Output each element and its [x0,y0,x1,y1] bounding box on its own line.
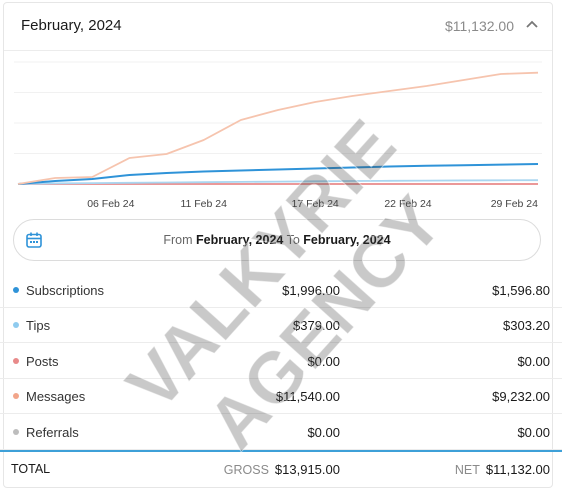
date-range-picker[interactable]: From February, 2024 To February, 2024 [13,219,541,261]
x-tick-label: 17 Feb 24 [291,198,338,210]
total-label: TOTAL [11,462,51,476]
total-net: NET $11,132.00 [455,462,550,477]
from-value: February, 2024 [196,233,284,247]
date-range-text: From February, 2024 To February, 2024 [14,233,540,247]
to-value: February, 2024 [303,233,391,247]
earnings-chart: 06 Feb 24 11 Feb 24 17 Feb 24 22 Feb 24 29 F… [14,58,542,213]
header-divider [4,50,552,51]
row-net: $0.00 [517,354,550,369]
row-gross: $379.00 [293,318,340,333]
row-referrals: Referrals $0.00 $0.00 [0,414,562,450]
series-dot [13,287,19,293]
series-line [17,71,539,185]
row-net: $0.00 [517,425,550,440]
earnings-chart-svg: 06 Feb 24 11 Feb 24 17 Feb 24 22 Feb 24 29 F… [14,61,542,210]
net-label: NET [454,463,480,477]
row-net: $303.20 [503,318,550,333]
gross-label: GROSS [223,463,269,477]
series-dot [13,322,19,328]
period-total: $11,132.00 [444,18,514,34]
row-name: Tips [26,318,51,333]
row-gross: $0.00 [307,425,340,440]
row-gross: $11,540.00 [275,389,340,404]
x-tick-label: 22 Feb 24 [384,198,431,210]
earnings-card: February, 2024 $11,132.00 [3,2,553,488]
row-messages: Messages $11,540.00 $9,232.00 [0,378,562,414]
chevron-up-icon[interactable] [524,16,540,32]
total-row: TOTAL GROSS $13,915.00 NET $11,132.00 [0,450,562,484]
card-header[interactable]: February, 2024 $11,132.00 [4,3,552,49]
row-net: $1,596.80 [492,283,550,298]
row-gross: $1,996.00 [282,283,340,298]
row-gross: $0.00 [307,354,340,369]
x-tick-label: 29 Feb 24 [491,198,538,210]
to-label: To [286,233,300,247]
series-dot [13,393,19,399]
row-net: $9,232.00 [492,389,550,404]
period-title: February, 2024 [21,17,122,34]
net-value: $11,132.00 [485,462,550,477]
calendar-icon[interactable] [25,231,43,249]
series-dot [13,358,19,364]
row-name: Subscriptions [26,283,105,298]
gross-value: $13,915.00 [274,462,340,477]
series-dot [13,429,19,435]
series-line [17,179,539,185]
row-name: Posts [26,354,59,369]
row-posts: Posts $0.00 $0.00 [0,343,562,379]
series-line [17,163,539,185]
row-name: Messages [26,389,86,404]
total-gross: GROSS $13,915.00 [224,462,340,477]
row-tips: Tips $379.00 $303.20 [0,307,562,343]
x-tick-label: 11 Feb 24 [180,198,227,210]
row-subscriptions: Subscriptions $1,996.00 $1,596.80 [0,272,562,308]
x-tick-label: 06 Feb 24 [87,198,134,210]
from-label: From [163,233,193,247]
row-name: Referrals [26,425,79,440]
